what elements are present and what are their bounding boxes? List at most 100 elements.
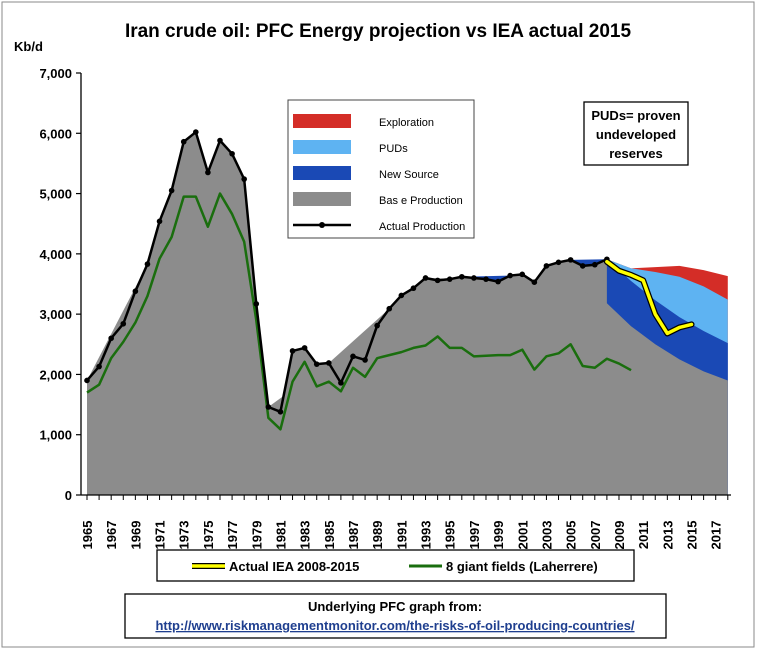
marker-actual-production-1985	[326, 360, 332, 366]
marker-actual-production-2007	[591, 261, 598, 268]
x-tick-label: 2003	[539, 521, 554, 550]
marker-actual-production-1967	[108, 335, 114, 342]
puds-note-frame	[583, 101, 689, 166]
marker-actual-production-1984	[313, 361, 320, 367]
marker-actual-production-2006	[579, 263, 586, 269]
legend-marker-actual-production	[319, 222, 325, 228]
marker-actual-production-1988	[362, 357, 368, 363]
x-tick-label: 1965	[80, 521, 95, 550]
x-tick-label: 1983	[298, 521, 313, 550]
marker-actual-production-1982	[289, 348, 296, 354]
x-tick-label: 1973	[177, 521, 192, 550]
axes: 0 1,000 2,000 3,000 4,000 5,000 6,000 7,000 1965…	[39, 66, 731, 549]
marker-actual-production-1968	[120, 320, 127, 327]
marker-actual-production-1970	[144, 261, 151, 267]
marker-actual-production-1966	[96, 363, 102, 370]
puds-note-line-1: PUDs= proven	[591, 108, 680, 123]
x-tick-label: 2009	[612, 521, 627, 550]
x-tick-label: 2013	[660, 521, 675, 550]
x-tick-label: 1967	[104, 521, 119, 550]
x-tick-label: 2005	[564, 521, 579, 550]
marker-actual-production-1981	[277, 409, 284, 415]
y-tick-label: 2,000	[39, 367, 72, 382]
marker-actual-production-1969	[132, 288, 139, 295]
x-tick-label: 2001	[515, 521, 530, 550]
marker-actual-production-1965	[84, 377, 90, 384]
marker-actual-production-1993	[422, 275, 429, 281]
marker-actual-production-1986	[338, 380, 344, 386]
marker-actual-production-1998	[483, 276, 489, 282]
chart-title: Iran crude oil: PFC Energy projection vs…	[125, 21, 632, 42]
x-tick-label: 1975	[201, 521, 216, 550]
marker-actual-production-1978	[241, 176, 247, 182]
line-layers	[84, 129, 695, 431]
marker-actual-production-1987	[350, 353, 356, 360]
x-tick-label: 1991	[394, 521, 409, 550]
line-giant-fields	[86, 192, 632, 431]
legend-swatch-exploration	[293, 114, 351, 128]
x-tick-label: 1999	[491, 521, 506, 550]
marker-actual-production-1995	[446, 276, 453, 282]
legend-label-puds: PUDs	[379, 143, 408, 155]
marker-actual-production-2001	[519, 271, 526, 278]
legend-swatch-puds	[293, 140, 351, 154]
marker-actual-production-2003	[543, 263, 550, 269]
marker-actual-production-1974	[193, 129, 199, 135]
y-tick-label: 1,000	[39, 428, 72, 443]
marker-actual-production-1972	[168, 187, 175, 194]
source-link[interactable]: http://www.riskmanagementmonitor.com/the…	[155, 618, 634, 633]
marker-actual-production-1994	[434, 277, 441, 284]
legend: Exploration PUDs New Source Bas e Produc…	[287, 99, 475, 239]
bottom-legend: Actual IEA 2008-2015 8 giant fields (Lah…	[156, 549, 635, 582]
marker-actual-production-1976	[217, 137, 223, 144]
marker-actual-production-2004	[555, 259, 562, 266]
bottom-legend-frame	[156, 549, 635, 582]
puds-note: PUDs= proven undeveloped reserves	[583, 101, 689, 166]
x-tick-label: 1987	[346, 521, 361, 550]
y-tick-label: 6,000	[39, 126, 72, 141]
legend-swatch-base-production	[293, 192, 351, 206]
x-tick-label: 1985	[322, 521, 337, 550]
legend-label-actual-production: Actual Production	[379, 221, 465, 233]
marker-actual-production-1973	[180, 138, 187, 145]
legend-swatch-new-source	[293, 166, 351, 180]
marker-actual-production-1983	[301, 345, 308, 351]
marker-actual-production-1971	[156, 218, 163, 225]
marker-actual-production-2005	[567, 257, 574, 263]
y-tick-label: 3,000	[39, 307, 72, 322]
marker-actual-production-1997	[471, 275, 477, 281]
source-box: Underlying PFC graph from: http://www.ri…	[124, 593, 667, 639]
source-frame	[124, 593, 667, 639]
marker-actual-production-1975	[205, 169, 211, 176]
x-tick-label: 1969	[128, 521, 143, 550]
marker-actual-production-1996	[459, 273, 465, 280]
y-tick-label: 5,000	[39, 187, 72, 202]
marker-actual-production-1989	[374, 322, 380, 329]
x-tick-label: 2011	[636, 521, 651, 549]
x-tick-label: 2017	[709, 521, 724, 550]
legend-label-base-production: Bas e Production	[379, 195, 463, 207]
x-tick-label: 1993	[419, 521, 434, 550]
x-tick-label: 2007	[588, 521, 603, 550]
source-label: Underlying PFC graph from:	[308, 599, 482, 614]
legend-label-giant-fields: 8 giant fields (Laherrere)	[446, 559, 598, 574]
legend-label-iea: Actual IEA 2008-2015	[229, 559, 359, 574]
marker-actual-production-1992	[410, 285, 417, 292]
legend-label-exploration: Exploration	[379, 117, 434, 129]
x-tick-label: 1997	[467, 521, 482, 550]
y-tick-label: 7,000	[39, 66, 72, 81]
x-tick-label: 1995	[443, 521, 458, 550]
x-tick-label: 1979	[249, 521, 264, 550]
marker-actual-production-1980	[265, 404, 272, 410]
x-tick-label: 1977	[225, 521, 240, 550]
marker-actual-production-1990	[386, 305, 393, 312]
line-iea-actual	[605, 259, 694, 336]
x-tick-label: 2015	[685, 521, 700, 550]
marker-actual-production-2002	[531, 279, 538, 285]
area-base-production	[87, 172, 728, 495]
marker-actual-production-2000	[507, 272, 513, 279]
y-tick-label: 4,000	[39, 247, 72, 262]
y-tick-label: 0	[65, 488, 72, 503]
